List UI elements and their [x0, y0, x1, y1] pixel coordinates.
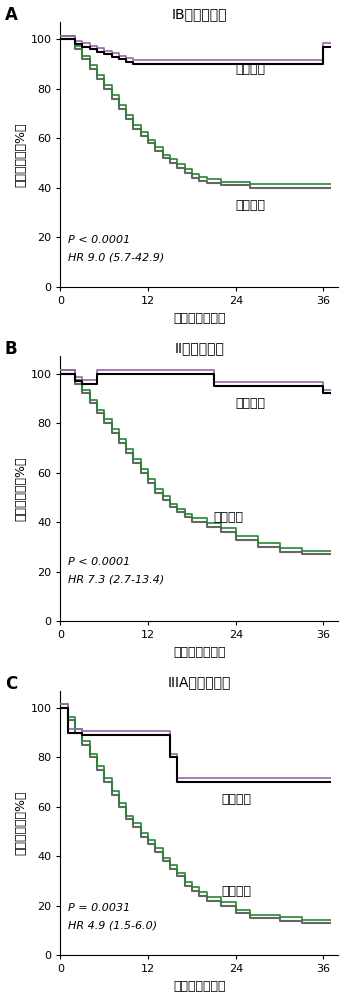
Title: II期鹠癌患者: II期鹠癌患者	[174, 341, 224, 355]
Title: IB期點癌患者: IB期點癌患者	[171, 7, 227, 21]
X-axis label: 生存时间（月）: 生存时间（月）	[173, 312, 226, 325]
Text: HR 7.3 (2.7-13.4): HR 7.3 (2.7-13.4)	[68, 574, 164, 584]
Text: 预后良好: 预后良好	[221, 793, 251, 806]
Text: 预后良好: 预后良好	[236, 397, 266, 410]
Text: P < 0.0001: P < 0.0001	[68, 235, 130, 245]
Text: 预后不良: 预后不良	[214, 511, 244, 524]
Text: P = 0.0031: P = 0.0031	[68, 903, 130, 913]
Y-axis label: 总体生存率（%）: 总体生存率（%）	[14, 457, 28, 521]
Text: C: C	[5, 675, 17, 693]
Text: 预后良好: 预后良好	[236, 63, 266, 76]
Text: A: A	[5, 6, 18, 24]
X-axis label: 生存时间（月）: 生存时间（月）	[173, 980, 226, 993]
Y-axis label: 总体生存率（%）: 总体生存率（%）	[14, 791, 28, 855]
Text: P < 0.0001: P < 0.0001	[68, 557, 130, 567]
X-axis label: 生存时间（月）: 生存时间（月）	[173, 646, 226, 659]
Text: 预后不良: 预后不良	[221, 885, 251, 898]
Y-axis label: 总体生存率（%）: 总体生存率（%）	[14, 122, 28, 187]
Text: B: B	[5, 340, 18, 358]
Text: HR 9.0 (5.7-42.9): HR 9.0 (5.7-42.9)	[68, 252, 164, 262]
Text: HR 4.9 (1.5-6.0): HR 4.9 (1.5-6.0)	[68, 921, 157, 931]
Title: IIIA期鹠癌患者: IIIA期鹠癌患者	[168, 675, 231, 689]
Text: 预后不良: 预后不良	[236, 199, 266, 212]
